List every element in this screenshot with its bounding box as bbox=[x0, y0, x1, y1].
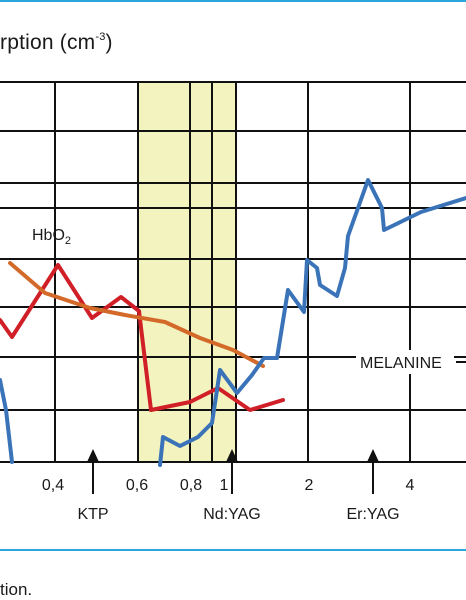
series-line-blue-left bbox=[0, 378, 14, 464]
arrow-label: KTP bbox=[77, 506, 108, 523]
x-tick-label: 2 bbox=[305, 477, 314, 494]
header-rule bbox=[0, 0, 466, 2]
tick-labels: 0,4 0,6 0,8 1 2 4 bbox=[42, 477, 415, 494]
laser-arrows: KTP Nd:YAG Er:YAG bbox=[77, 449, 400, 523]
highlight-band-rect bbox=[138, 82, 236, 462]
x-tick-label: 1 bbox=[220, 477, 229, 494]
arrow-head-icon bbox=[87, 449, 99, 462]
chart-title: rption (cm-3) bbox=[0, 31, 113, 54]
melanine-label: MELANINE bbox=[360, 355, 442, 372]
arrow-label: Er:YAG bbox=[346, 506, 399, 523]
series-labels: HbO2 MELANINE bbox=[32, 227, 466, 374]
hbo2-label: HbO2 bbox=[32, 227, 71, 247]
caption: tion. bbox=[0, 580, 33, 599]
series-line-hbo2 bbox=[0, 263, 285, 412]
melanine-label-bg bbox=[356, 350, 454, 374]
series-line-melanine bbox=[158, 178, 466, 467]
footer-rule bbox=[0, 549, 466, 551]
x-tick-label: 0,8 bbox=[180, 477, 202, 494]
series-line-orange bbox=[8, 261, 265, 368]
x-tick-label: 4 bbox=[406, 477, 415, 494]
highlight-band bbox=[138, 82, 236, 462]
arrow-head-icon bbox=[367, 449, 379, 462]
arrow-head-icon bbox=[226, 449, 238, 462]
x-tick-label: 0,4 bbox=[42, 477, 64, 494]
arrow-label: Nd:YAG bbox=[203, 506, 261, 523]
x-tick-label: 0,6 bbox=[126, 477, 148, 494]
curves bbox=[0, 178, 466, 467]
